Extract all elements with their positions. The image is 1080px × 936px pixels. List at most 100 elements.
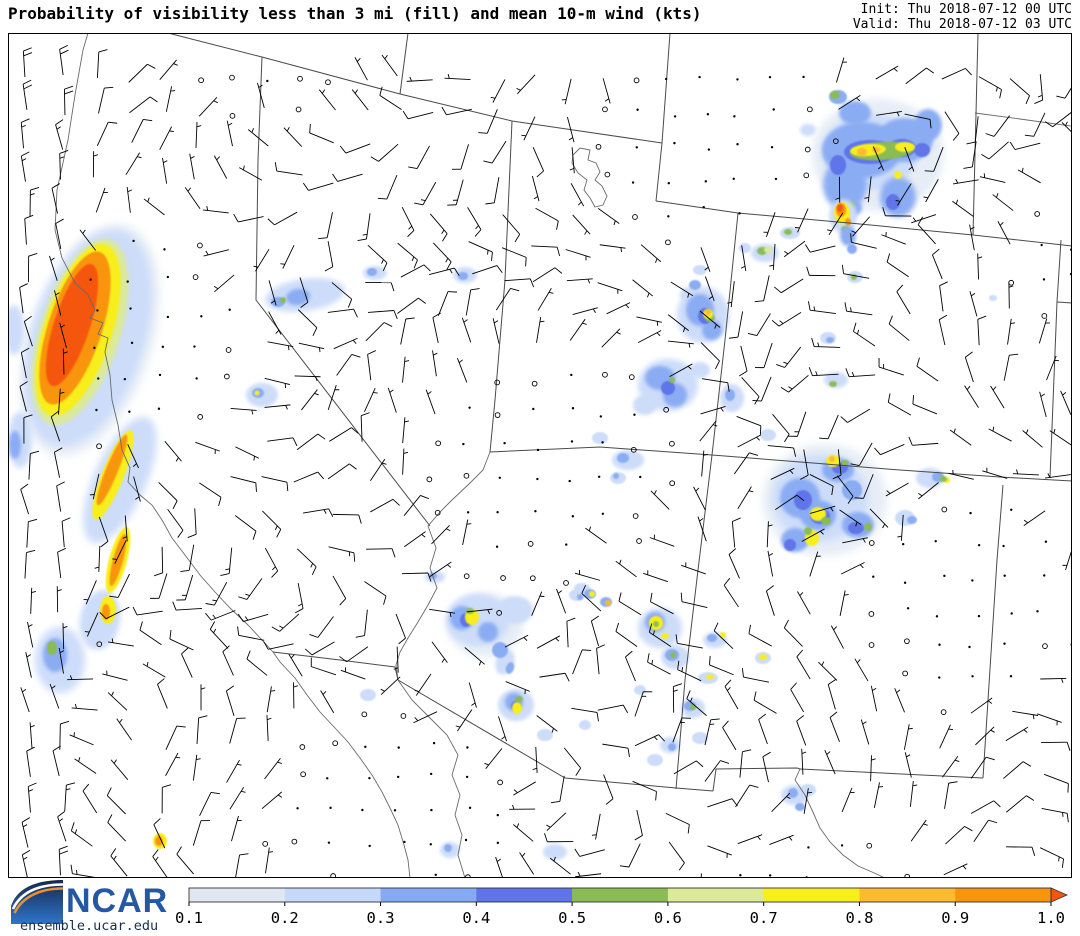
probability-fill-blob <box>841 460 849 466</box>
wind-barb <box>731 517 741 548</box>
ncar-logo-sail <box>11 880 63 924</box>
calm-dot <box>361 808 364 812</box>
wind-barb <box>869 508 889 529</box>
wind-barb <box>283 127 303 147</box>
wind-barb <box>1007 318 1016 345</box>
wind-barb <box>808 367 839 377</box>
wind-barb <box>649 534 675 547</box>
wind-barb <box>69 732 94 746</box>
wind-barb <box>96 49 108 78</box>
wind-barb <box>975 726 995 746</box>
calm-dot <box>770 146 774 149</box>
calm-circle <box>197 414 204 420</box>
wind-barb <box>502 214 521 243</box>
calm-dot <box>571 515 575 518</box>
wind-barb <box>297 309 318 337</box>
wind-barb <box>354 57 368 81</box>
wind-barb <box>982 467 1008 479</box>
wind-barb <box>192 754 201 781</box>
wind-barb <box>332 173 363 182</box>
calm-circle <box>1034 211 1040 217</box>
calm-dot <box>129 307 132 310</box>
wind-barb <box>677 660 702 682</box>
wind-barb <box>370 498 400 513</box>
wind-barb <box>157 678 168 709</box>
wind-barb <box>979 173 1006 183</box>
ncar-wordmark: NCAR <box>66 882 168 920</box>
wind-barb <box>896 284 911 315</box>
wind-barb <box>841 264 870 279</box>
wind-barb <box>665 812 690 834</box>
calm-dot <box>193 345 196 348</box>
state-boundary <box>799 768 984 779</box>
probability-fill-blob <box>9 431 21 459</box>
site-url[interactable]: ensemble.ucar.edu <box>20 918 158 934</box>
wind-barb <box>110 759 129 780</box>
wind-barb <box>700 342 720 370</box>
wind-barb <box>904 147 915 172</box>
wind-barb <box>370 143 399 162</box>
wind-barb <box>152 849 168 878</box>
calm-dot <box>667 215 670 218</box>
colorbar-tick-label: 0.3 <box>367 909 395 927</box>
wind-barb <box>302 182 334 191</box>
wind-barb <box>402 417 410 444</box>
probability-fill-blob <box>537 729 553 741</box>
wind-barb <box>632 780 657 801</box>
wind-barb <box>700 406 726 415</box>
wind-barb <box>1034 74 1044 105</box>
ncar-logo[interactable] <box>11 880 64 924</box>
wind-barb <box>20 687 30 713</box>
wind-barb <box>835 57 848 83</box>
calm-dot <box>464 838 468 842</box>
wind-barb <box>441 106 472 116</box>
calm-dot <box>977 544 981 547</box>
probability-fill-blob <box>707 634 717 642</box>
wind-barb <box>205 581 228 606</box>
wind-barb <box>27 782 37 813</box>
wind-barb <box>824 749 836 775</box>
wind-barb <box>969 224 975 251</box>
calm-dot <box>462 442 465 446</box>
calm-dot <box>636 108 639 111</box>
colorbar-tick-label: 0.8 <box>845 909 873 927</box>
probability-fill-blob <box>458 272 468 280</box>
wind-barb <box>59 44 69 76</box>
map-canvas[interactable] <box>8 33 1072 878</box>
wind-barb <box>801 748 807 775</box>
wind-barb <box>21 849 31 878</box>
wind-barb <box>827 679 836 710</box>
wind-barb <box>364 387 378 413</box>
wind-barb <box>637 330 662 343</box>
wind-barb <box>109 573 130 598</box>
wind-barb <box>836 475 854 504</box>
wind-barb <box>704 760 730 782</box>
ncar-logo-white-arc <box>11 883 64 910</box>
wind-barb <box>324 241 334 272</box>
wind-barb <box>57 811 67 842</box>
wind-barb <box>806 266 836 277</box>
wind-barb <box>20 483 30 515</box>
wind-barb <box>864 176 872 203</box>
wind-barb <box>565 249 591 261</box>
wind-barb <box>432 312 441 344</box>
wind-barb <box>357 213 371 242</box>
wind-barb <box>264 758 282 780</box>
wind-barb-layer <box>19 44 1072 878</box>
wind-barb <box>25 652 32 678</box>
wind-barb <box>504 634 529 648</box>
wind-barb <box>402 356 410 383</box>
wind-barb <box>504 278 535 288</box>
wind-barb <box>84 612 99 637</box>
wind-barb <box>498 716 507 742</box>
wind-barb <box>54 290 62 316</box>
calm-dot <box>327 841 331 844</box>
wind-barb <box>82 783 98 814</box>
wind-barb <box>299 277 309 308</box>
calm-dot <box>368 844 371 848</box>
wind-barb <box>22 79 33 110</box>
calm-dot <box>738 212 741 215</box>
wind-barb <box>904 752 912 778</box>
wind-barb <box>1041 741 1071 751</box>
wind-barb <box>414 673 432 696</box>
